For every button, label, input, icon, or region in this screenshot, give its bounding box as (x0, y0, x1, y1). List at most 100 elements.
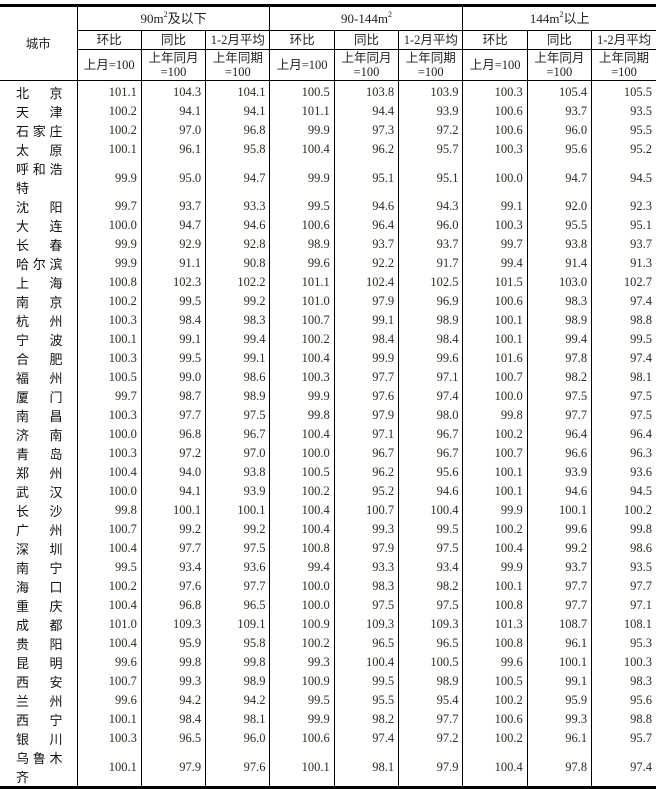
table-row: 贵阳 100.4 95.9 95.8 100.2 96.5 96.5 100.8 96.1 95.… (0, 634, 656, 653)
index-value: 98.1 (205, 710, 270, 729)
index-value: 97.5 (205, 539, 270, 558)
index-value: 100.2 (462, 520, 528, 539)
index-value: 100.2 (76, 577, 142, 596)
index-value: 99.2 (205, 292, 270, 311)
index-value: 96.4 (591, 425, 656, 444)
index-value: 94.2 (140, 691, 206, 710)
index-value: 100.4 (333, 653, 399, 672)
index-value: 100.7 (76, 520, 142, 539)
index-value: 95.8 (205, 140, 270, 159)
index-value: 99.5 (333, 672, 399, 691)
index-value: 100.7 (333, 501, 399, 520)
index-value: 95.4 (398, 691, 463, 710)
index-value: 93.7 (140, 197, 206, 216)
index-value: 99.9 (76, 235, 142, 254)
group-header-over-144: 144m2以上 (462, 5, 656, 31)
index-value: 101.0 (269, 292, 335, 311)
table-row: 大连 100.0 94.7 94.6 100.6 96.4 96.0 100.3 95.5 95.… (0, 216, 656, 235)
index-value: 97.9 (333, 406, 399, 425)
index-value: 105.5 (591, 80, 656, 102)
table-row: 长春 99.9 92.9 92.8 98.9 93.7 93.7 99.7 93.8 93.7 (0, 235, 656, 254)
index-value: 99.4 (462, 254, 528, 273)
index-value: 100.3 (76, 406, 142, 425)
index-value: 99.3 (140, 672, 206, 691)
index-value: 103.0 (526, 273, 592, 292)
index-value: 96.5 (333, 634, 399, 653)
index-value: 96.3 (591, 444, 656, 463)
table-row: 西安 100.7 99.3 98.9 100.9 99.5 98.9 100.5 99.1 98.… (0, 672, 656, 691)
index-value: 94.2 (205, 691, 270, 710)
index-value: 99.1 (205, 349, 270, 368)
index-value: 100.0 (462, 159, 528, 197)
index-value: 99.6 (269, 254, 335, 273)
table-row: 青岛 100.3 97.2 97.0 100.0 96.7 96.7 100.7 96.6 96.… (0, 444, 656, 463)
index-value: 100.4 (269, 501, 335, 520)
index-value: 95.1 (333, 159, 399, 197)
base-header: 上年同期=100 (591, 49, 656, 81)
index-value: 93.4 (398, 558, 463, 577)
index-value: 102.7 (591, 273, 656, 292)
index-value: 100.1 (462, 330, 528, 349)
index-value: 95.5 (333, 691, 399, 710)
index-value: 100.8 (76, 273, 142, 292)
index-value: 95.5 (526, 216, 592, 235)
index-value: 100.1 (462, 463, 528, 482)
index-value: 97.4 (591, 349, 656, 368)
base-header: 上年同期=100 (205, 49, 271, 81)
index-value: 96.1 (526, 729, 592, 748)
index-value: 95.2 (333, 482, 399, 501)
index-value: 101.3 (462, 615, 528, 634)
index-value: 97.4 (591, 292, 656, 311)
index-value: 96.9 (398, 292, 463, 311)
index-value: 100.5 (269, 80, 335, 102)
index-value: 98.9 (205, 672, 270, 691)
index-value: 93.5 (591, 102, 656, 121)
city-name: 南昌 (16, 410, 63, 425)
index-value: 95.9 (140, 634, 206, 653)
index-value: 97.3 (333, 121, 399, 140)
sub-header: 环比 (269, 30, 335, 50)
index-value: 97.5 (526, 387, 592, 406)
index-value: 94.3 (398, 197, 463, 216)
index-value: 100.0 (76, 425, 142, 444)
index-value: 96.5 (398, 634, 463, 653)
city-name: 济南 (16, 429, 63, 444)
index-value: 104.1 (205, 80, 270, 102)
index-value: 102.3 (140, 273, 206, 292)
table-row: 呼和浩特 99.9 95.0 94.7 99.9 95.1 95.1 100.0 94.7 94.… (0, 159, 656, 197)
index-value: 97.7 (526, 577, 592, 596)
index-value: 103.9 (398, 80, 463, 102)
index-value: 93.8 (526, 235, 592, 254)
index-value: 100.8 (462, 596, 528, 615)
index-value: 96.8 (205, 121, 270, 140)
index-value: 97.5 (333, 596, 399, 615)
index-value: 100.0 (76, 482, 142, 501)
index-value: 100.6 (269, 729, 335, 748)
index-value: 100.5 (398, 653, 463, 672)
index-value: 96.7 (398, 425, 463, 444)
index-value: 97.5 (591, 406, 656, 425)
index-value: 100.4 (462, 539, 528, 558)
index-value: 98.3 (526, 292, 592, 311)
city-name: 福州 (16, 372, 63, 387)
index-value: 100.6 (269, 216, 335, 235)
index-value: 95.2 (591, 140, 656, 159)
index-value: 100.1 (76, 748, 142, 788)
index-value: 99.8 (462, 406, 528, 425)
index-value: 100.4 (269, 349, 335, 368)
index-value: 96.6 (526, 444, 592, 463)
index-value: 100.1 (205, 501, 270, 520)
index-value: 96.7 (333, 444, 399, 463)
city-name: 宁波 (16, 334, 63, 349)
table-row: 北京 101.1 104.3 104.1 100.5 103.8 103.9 100.3 105… (0, 80, 656, 102)
city-name: 西安 (16, 676, 63, 691)
index-value: 100.0 (462, 387, 528, 406)
index-value: 99.9 (269, 387, 335, 406)
index-value: 103.8 (333, 80, 399, 102)
index-value: 100.1 (462, 311, 528, 330)
city-name: 大连 (16, 220, 63, 235)
city-name: 呼和浩特 (16, 163, 63, 197)
index-value: 92.9 (140, 235, 206, 254)
index-value: 100.4 (462, 748, 528, 788)
index-value: 100.4 (269, 140, 335, 159)
